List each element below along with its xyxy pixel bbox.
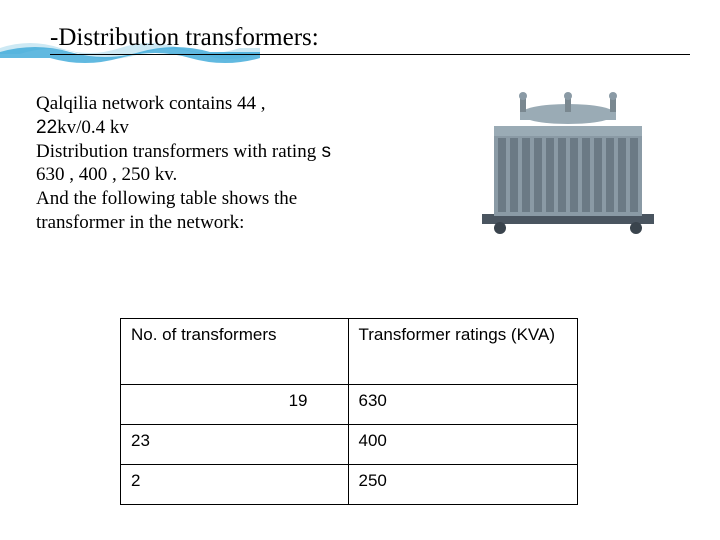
table-cell-rating: 400 xyxy=(348,425,578,465)
transformer-image xyxy=(460,86,676,236)
title-underline xyxy=(50,54,690,55)
body-line5: And the following table shows the xyxy=(36,188,297,209)
table-cell-count: 23 xyxy=(121,425,349,465)
slide-title-area: -Distribution transformers: xyxy=(50,24,690,55)
body-line6: transformer in the network: xyxy=(36,212,244,233)
body-line3a: Distribution transformers with rating xyxy=(36,141,316,162)
table-header-rating: Transformer ratings (KVA) xyxy=(348,319,578,385)
slide-title: -Distribution transformers: xyxy=(50,24,690,52)
table-header-count: No. of transformers xyxy=(121,319,349,385)
table-row: 2 250 xyxy=(121,465,578,505)
table-row: 23 400 xyxy=(121,425,578,465)
body-paragraph: Qalqilia network contains 44 , 22kv/0.4 … xyxy=(36,92,406,235)
table-header-row: No. of transformers Transformer ratings … xyxy=(121,319,578,385)
transformer-table: No. of transformers Transformer ratings … xyxy=(120,318,578,505)
table-cell-rating: 250 xyxy=(348,465,578,505)
body-line3b: s xyxy=(316,141,331,162)
body-line2b: kv/0.4 kv xyxy=(57,117,129,138)
table-cell-rating: 630 xyxy=(348,385,578,425)
table-cell-count: 19 xyxy=(121,385,349,425)
body-line2a: 22 xyxy=(36,117,57,138)
table-row: 19 630 xyxy=(121,385,578,425)
body-line1: Qalqilia network contains 44 , xyxy=(36,93,266,114)
body-line4: 630 , 400 , 250 kv. xyxy=(36,164,177,185)
table-cell-count: 2 xyxy=(121,465,349,505)
